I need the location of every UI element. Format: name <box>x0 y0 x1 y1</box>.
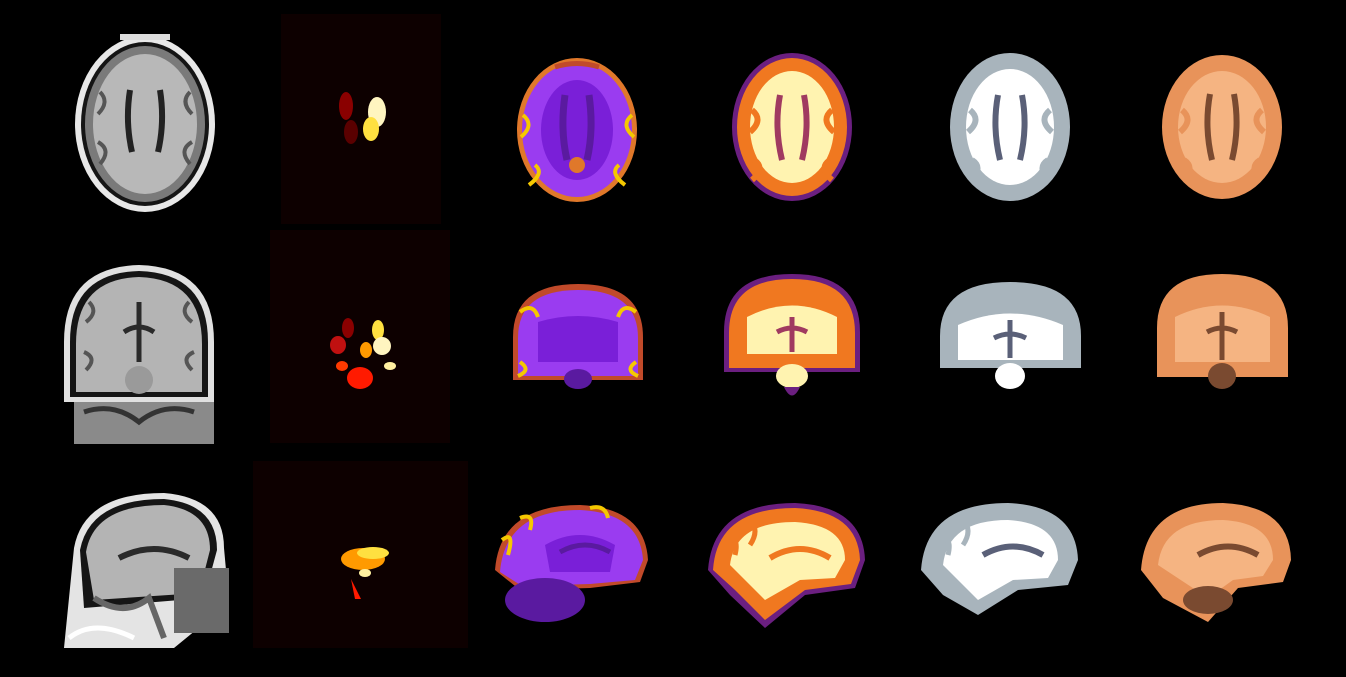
sagittal-tissue-copper <box>1138 500 1293 625</box>
axial-tissue-inferno <box>730 50 855 205</box>
sagittal-tissue-gray <box>918 500 1080 618</box>
axial-t1-mri-image <box>70 32 220 217</box>
coronal-parcellation-map <box>508 282 648 392</box>
sagittal-parcellation-map <box>490 500 650 625</box>
sagittal-t1-mri-image <box>54 488 229 648</box>
sagittal-subcortical-segmentation <box>253 461 468 648</box>
axial-subcortical-segmentation <box>281 14 441 224</box>
coronal-tissue-gray <box>938 280 1083 392</box>
coronal-t1-mri-image <box>64 262 214 444</box>
coronal-tissue-inferno <box>722 272 862 404</box>
coronal-subcortical-segmentation <box>270 230 450 443</box>
axial-tissue-gray <box>948 50 1073 205</box>
coronal-tissue-copper <box>1155 272 1290 390</box>
sagittal-tissue-inferno <box>705 500 867 628</box>
axial-tissue-copper <box>1160 52 1285 202</box>
axial-parcellation-map <box>515 55 640 205</box>
